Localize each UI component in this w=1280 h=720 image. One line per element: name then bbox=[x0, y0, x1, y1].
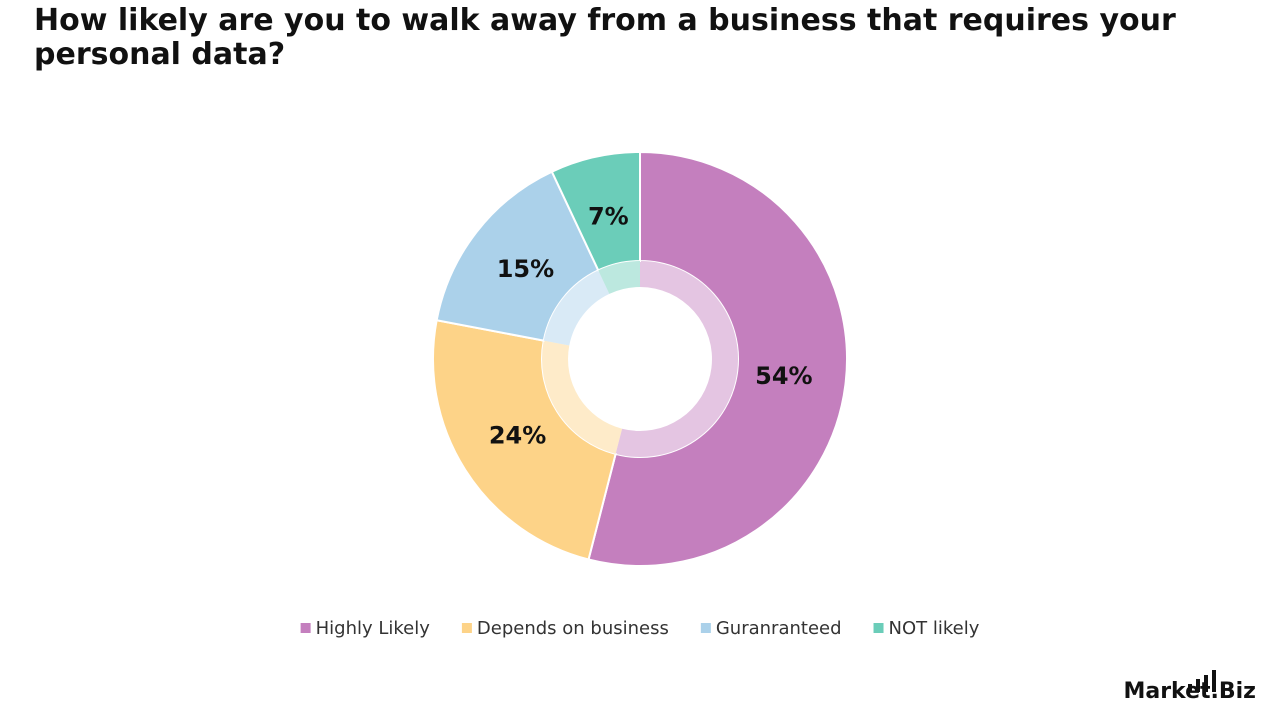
slice bbox=[435, 170, 600, 342]
value-label: 7% bbox=[588, 202, 629, 230]
slice bbox=[550, 150, 641, 272]
value-label: 54% bbox=[755, 362, 812, 390]
legend-label: Guranranteed bbox=[716, 618, 842, 639]
chart-title: How likely are you to walk away from a b… bbox=[34, 3, 1176, 72]
legend-swatch bbox=[461, 623, 472, 633]
slice bbox=[587, 150, 848, 567]
slice bbox=[432, 319, 617, 561]
logo: Market.Biz bbox=[1123, 679, 1256, 704]
legend-swatch bbox=[300, 623, 311, 633]
legend-label: NOT likely bbox=[889, 618, 980, 639]
logo-icon bbox=[1188, 670, 1216, 692]
legend-swatch bbox=[700, 623, 711, 633]
inner-ring bbox=[543, 270, 610, 346]
inner-ring bbox=[598, 261, 640, 294]
inner-ring bbox=[615, 261, 739, 457]
legend-label: Highly Likely bbox=[316, 618, 431, 639]
legend-label: Depends on business bbox=[477, 618, 669, 639]
value-label: 24% bbox=[489, 422, 546, 450]
inner-ring bbox=[542, 340, 623, 454]
legend-swatch bbox=[873, 623, 884, 633]
value-label: 15% bbox=[497, 255, 554, 283]
